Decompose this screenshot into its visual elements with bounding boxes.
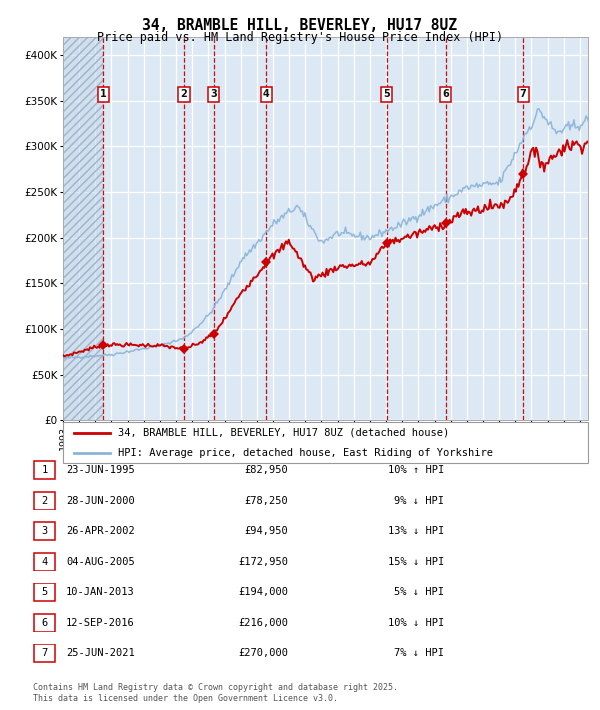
Text: 4: 4 xyxy=(263,89,270,99)
Text: 15% ↓ HPI: 15% ↓ HPI xyxy=(388,557,444,567)
Text: Contains HM Land Registry data © Crown copyright and database right 2025.
This d: Contains HM Land Registry data © Crown c… xyxy=(33,684,398,703)
Text: 6: 6 xyxy=(41,618,47,628)
FancyBboxPatch shape xyxy=(34,461,55,479)
Text: 10-JAN-2013: 10-JAN-2013 xyxy=(66,587,135,597)
FancyBboxPatch shape xyxy=(34,491,55,510)
Text: 4: 4 xyxy=(41,557,47,567)
Text: 25-JUN-2021: 25-JUN-2021 xyxy=(66,648,135,658)
Text: 26-APR-2002: 26-APR-2002 xyxy=(66,526,135,536)
Text: 13% ↓ HPI: 13% ↓ HPI xyxy=(388,526,444,536)
Text: 5% ↓ HPI: 5% ↓ HPI xyxy=(394,587,444,597)
Text: £270,000: £270,000 xyxy=(238,648,288,658)
Text: 5: 5 xyxy=(41,587,47,597)
FancyBboxPatch shape xyxy=(34,522,55,540)
FancyBboxPatch shape xyxy=(34,613,55,632)
Text: £194,000: £194,000 xyxy=(238,587,288,597)
Text: 1: 1 xyxy=(100,89,106,99)
Text: 34, BRAMBLE HILL, BEVERLEY, HU17 8UZ: 34, BRAMBLE HILL, BEVERLEY, HU17 8UZ xyxy=(143,18,458,33)
Text: HPI: Average price, detached house, East Riding of Yorkshire: HPI: Average price, detached house, East… xyxy=(118,447,493,458)
FancyBboxPatch shape xyxy=(34,644,55,662)
Text: 1: 1 xyxy=(41,465,47,475)
Text: 10% ↓ HPI: 10% ↓ HPI xyxy=(388,618,444,628)
Text: Price paid vs. HM Land Registry's House Price Index (HPI): Price paid vs. HM Land Registry's House … xyxy=(97,31,503,44)
Text: 10% ↑ HPI: 10% ↑ HPI xyxy=(388,465,444,475)
Text: 12-SEP-2016: 12-SEP-2016 xyxy=(66,618,135,628)
Text: 7% ↓ HPI: 7% ↓ HPI xyxy=(394,648,444,658)
Text: 34, BRAMBLE HILL, BEVERLEY, HU17 8UZ (detached house): 34, BRAMBLE HILL, BEVERLEY, HU17 8UZ (de… xyxy=(118,428,449,438)
Text: £78,250: £78,250 xyxy=(244,496,288,506)
Text: 5: 5 xyxy=(383,89,390,99)
Bar xyxy=(63,37,103,420)
Text: 3: 3 xyxy=(41,526,47,536)
Text: £82,950: £82,950 xyxy=(244,465,288,475)
Text: 3: 3 xyxy=(210,89,217,99)
Text: £94,950: £94,950 xyxy=(244,526,288,536)
Text: £172,950: £172,950 xyxy=(238,557,288,567)
FancyBboxPatch shape xyxy=(63,422,588,463)
Text: 6: 6 xyxy=(442,89,449,99)
Text: 9% ↓ HPI: 9% ↓ HPI xyxy=(394,496,444,506)
Text: 28-JUN-2000: 28-JUN-2000 xyxy=(66,496,135,506)
Text: 2: 2 xyxy=(181,89,187,99)
FancyBboxPatch shape xyxy=(34,552,55,571)
Text: 7: 7 xyxy=(520,89,526,99)
Text: £216,000: £216,000 xyxy=(238,618,288,628)
Text: 7: 7 xyxy=(41,648,47,658)
Text: 2: 2 xyxy=(41,496,47,506)
Bar xyxy=(63,37,103,420)
Text: 04-AUG-2005: 04-AUG-2005 xyxy=(66,557,135,567)
FancyBboxPatch shape xyxy=(34,583,55,601)
Text: 23-JUN-1995: 23-JUN-1995 xyxy=(66,465,135,475)
